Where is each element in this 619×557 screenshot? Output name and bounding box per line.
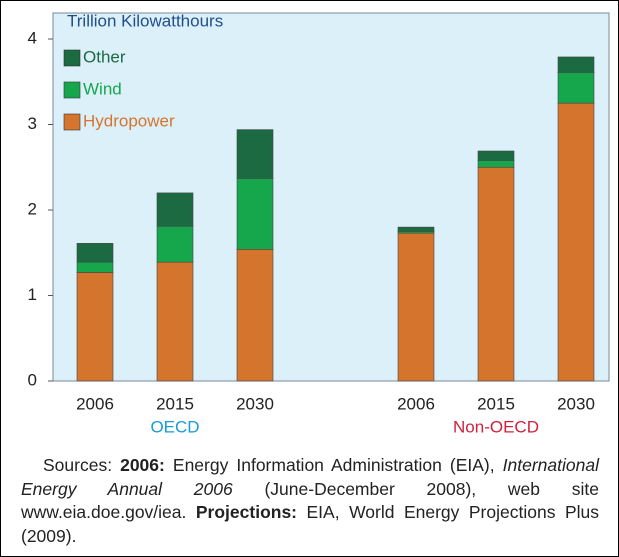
bar-segment (557, 102, 595, 382)
bar-segment (397, 232, 435, 382)
bar-segment (477, 160, 515, 168)
bar-segment (557, 72, 595, 104)
x-tick-label: 2006 (76, 394, 114, 413)
y-tick-label: 0 (28, 370, 37, 389)
bar-segment (156, 192, 194, 227)
legend-label: Hydropower (83, 111, 175, 130)
bar-segment (76, 243, 114, 263)
bar-segment (76, 272, 114, 382)
caption: Sources: 2006: Energy Information Admini… (21, 454, 599, 548)
y-tick-label: 4 (28, 28, 37, 47)
legend-swatch (63, 113, 81, 131)
caption-text: Projections: (195, 502, 298, 522)
bar-segment (477, 150, 515, 161)
legend-label: Other (83, 47, 126, 66)
caption-text: Energy Information Administration (EIA), (164, 455, 503, 475)
y-axis-label: Trillion Kilowatthours (67, 11, 223, 30)
bar-segment (236, 178, 274, 250)
x-tick-label: 2006 (397, 394, 435, 413)
bar-segment (557, 56, 595, 73)
bar-segment (156, 225, 194, 263)
plot-area (52, 12, 610, 382)
x-tick-label: 2030 (557, 394, 595, 413)
caption-text: 2006: (120, 455, 165, 475)
x-tick-label: 2030 (236, 394, 274, 413)
caption-text: (June-December 2008), web site www.eia.d… (21, 478, 599, 523)
bar-segment (76, 261, 114, 273)
bar-segment (236, 129, 274, 179)
group-label: OECD (150, 417, 199, 436)
caption-text: EIA, World Energy Projections Plus (2009… (21, 502, 599, 546)
chart: Trillion Kilowatthours 0 1 2 3 4 2006 2015 2030… (28, 11, 610, 436)
bar-segment (397, 226, 435, 232)
x-tick-label: 2015 (156, 394, 194, 413)
y-tick-label: 3 (28, 114, 37, 133)
bar-segment (477, 166, 515, 382)
group-label: Non-OECD (453, 417, 539, 436)
bar-segment (156, 261, 194, 382)
legend-label: Wind (83, 79, 122, 98)
caption-text: Sources: (43, 455, 121, 475)
legend-swatch (63, 81, 81, 99)
x-tick-label: 2015 (477, 394, 515, 413)
legend-swatch (63, 49, 81, 67)
caption-text: International Energy Annual 2006 (21, 455, 599, 499)
y-tick-label: 1 (28, 285, 37, 304)
bar-segment (236, 249, 274, 382)
y-tick-label: 2 (28, 199, 37, 218)
